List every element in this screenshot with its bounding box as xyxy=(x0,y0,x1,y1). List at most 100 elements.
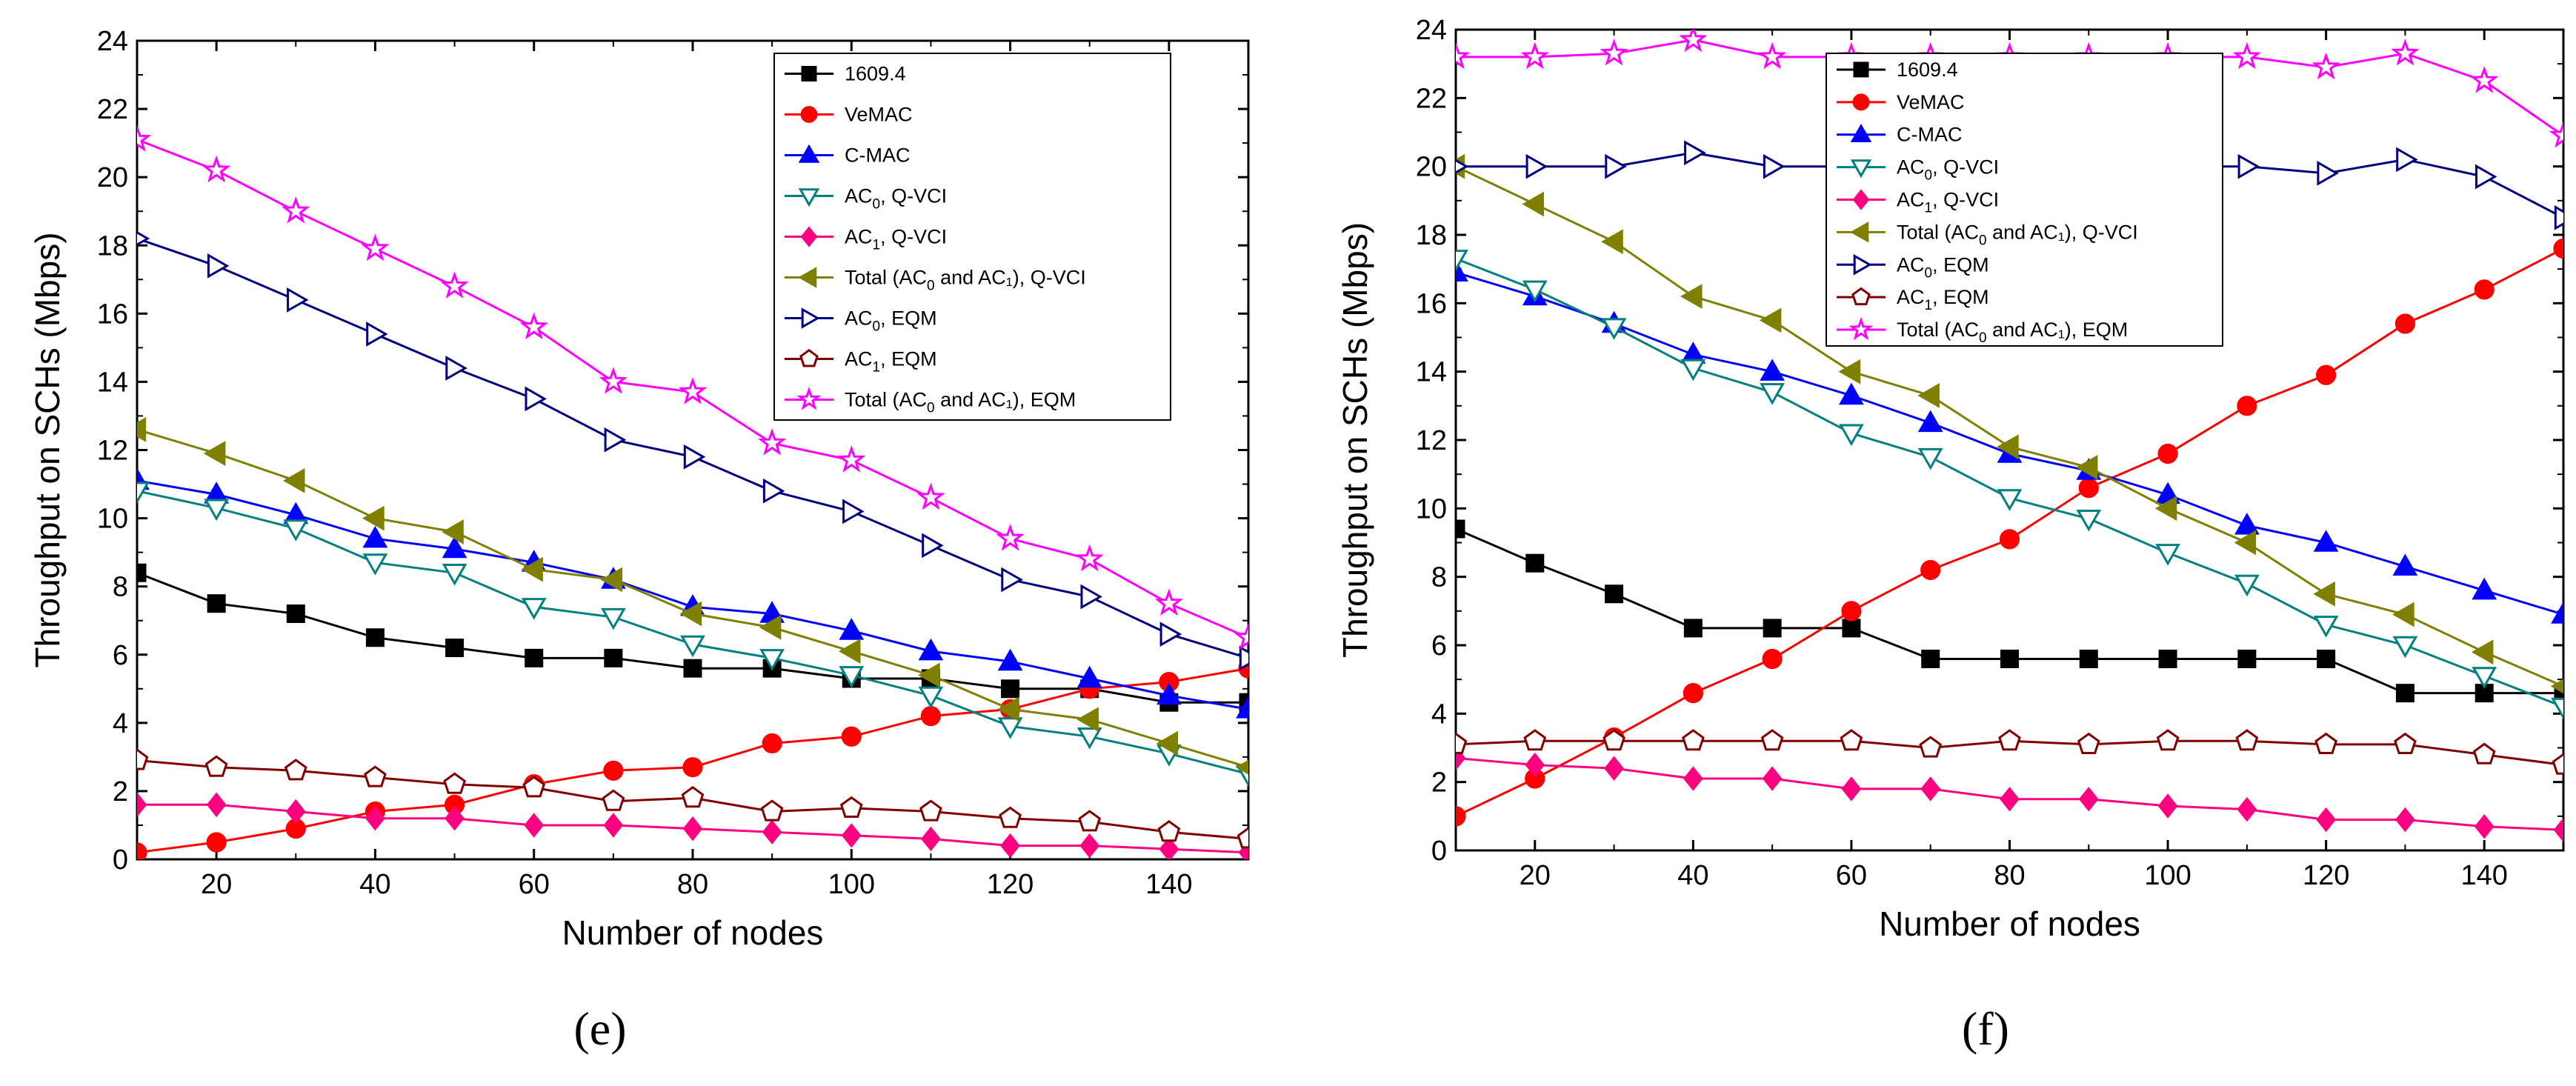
data-point xyxy=(1076,665,1102,688)
data-point xyxy=(204,499,229,522)
data-point xyxy=(918,686,944,709)
legend-entry: AC0, Q-VCI xyxy=(1897,156,1999,184)
series-line xyxy=(1456,527,2563,695)
data-point xyxy=(2554,205,2563,230)
data-point xyxy=(916,482,945,510)
data-point xyxy=(1917,447,1943,470)
x-tick-label: 140 xyxy=(1145,869,1192,900)
data-point xyxy=(2554,684,2563,703)
legend-entry: AC0, EQM xyxy=(845,307,937,335)
data-point xyxy=(1601,318,1627,340)
data-point xyxy=(839,796,863,818)
legend-marker xyxy=(1852,189,1870,210)
data-point xyxy=(1839,424,1864,447)
data-point xyxy=(285,799,306,825)
data-point xyxy=(600,567,623,593)
data-point xyxy=(1838,359,1861,384)
data-point xyxy=(442,564,467,586)
data-point xyxy=(1001,567,1023,593)
data-point xyxy=(2551,697,2563,720)
data-point xyxy=(362,553,388,576)
data-point xyxy=(525,386,548,412)
data-point xyxy=(1762,648,1783,670)
data-point xyxy=(2078,478,2099,499)
data-point xyxy=(1080,584,1103,610)
y-tick-label: 6 xyxy=(1431,630,1447,662)
y-tick-label: 12 xyxy=(1416,425,1447,456)
data-point xyxy=(519,312,548,340)
data-point xyxy=(2395,807,2415,833)
data-point xyxy=(2470,66,2499,93)
legend-marker xyxy=(800,106,818,123)
data-point xyxy=(2155,544,2180,566)
data-point xyxy=(2237,649,2257,668)
series-6 xyxy=(137,231,1248,671)
data-point xyxy=(204,755,228,777)
legend-marker xyxy=(1850,159,1872,179)
data-point xyxy=(1840,729,1863,751)
data-point xyxy=(1763,153,1785,179)
data-point xyxy=(997,696,1019,722)
data-point xyxy=(1920,776,1941,802)
series-7 xyxy=(1456,729,2563,775)
series-3 xyxy=(1456,250,2563,720)
data-point xyxy=(762,819,782,845)
y-tick-label: 24 xyxy=(97,26,128,57)
data-point xyxy=(842,499,865,524)
data-point xyxy=(1000,833,1020,859)
y-tick-label: 8 xyxy=(1431,562,1447,593)
data-point xyxy=(2237,396,2257,416)
data-point xyxy=(837,445,866,473)
legend-marker xyxy=(801,66,817,81)
data-point xyxy=(1600,39,1628,66)
data-point xyxy=(137,417,147,442)
legend-marker xyxy=(796,387,822,410)
data-point xyxy=(918,662,940,688)
data-point xyxy=(2077,732,2100,754)
series-4 xyxy=(137,792,1248,859)
data-point xyxy=(445,356,467,381)
data-point xyxy=(445,806,465,831)
data-point xyxy=(1760,359,1785,381)
data-point xyxy=(206,792,227,817)
data-point xyxy=(918,638,944,661)
legend-marker xyxy=(801,307,820,329)
x-tick-label: 40 xyxy=(1677,860,1708,891)
data-point xyxy=(1076,727,1102,750)
data-point xyxy=(1602,729,1625,751)
legend-entry: C-MAC xyxy=(845,144,911,167)
y-tick-label: 2 xyxy=(113,776,128,807)
data-point xyxy=(1156,682,1182,705)
legend-marker xyxy=(1853,61,1869,78)
data-point xyxy=(1683,683,1703,704)
data-point xyxy=(2078,787,2099,812)
data-point xyxy=(682,757,703,778)
data-point xyxy=(2475,164,2497,190)
data-point xyxy=(362,525,388,548)
data-point xyxy=(2158,649,2177,668)
data-point xyxy=(760,799,784,822)
y-tick-label: 0 xyxy=(1431,836,1447,867)
x-tick-label: 60 xyxy=(519,869,550,900)
data-point xyxy=(1235,759,1248,775)
data-point xyxy=(137,842,147,859)
data-point xyxy=(1234,622,1248,650)
data-point xyxy=(1001,679,1020,699)
data-point xyxy=(1154,588,1184,616)
data-point xyxy=(2394,313,2416,334)
data-point xyxy=(1760,383,1785,405)
data-point xyxy=(1999,529,2020,550)
y-tick-label: 2 xyxy=(1431,767,1447,799)
x-axis-title: Number of nodes xyxy=(562,913,824,952)
data-point xyxy=(681,785,705,808)
x-tick-label: 100 xyxy=(828,869,875,900)
legend-marker xyxy=(798,267,817,288)
y-tick-label: 8 xyxy=(113,572,128,603)
data-point xyxy=(137,792,147,818)
x-tick-label: 120 xyxy=(2303,860,2349,891)
data-point xyxy=(757,428,787,456)
data-point xyxy=(1759,307,1782,333)
y-tick-label: 20 xyxy=(1416,152,1447,183)
legend-entry: VeMAC xyxy=(1897,91,1965,113)
series-8 xyxy=(137,124,1248,650)
